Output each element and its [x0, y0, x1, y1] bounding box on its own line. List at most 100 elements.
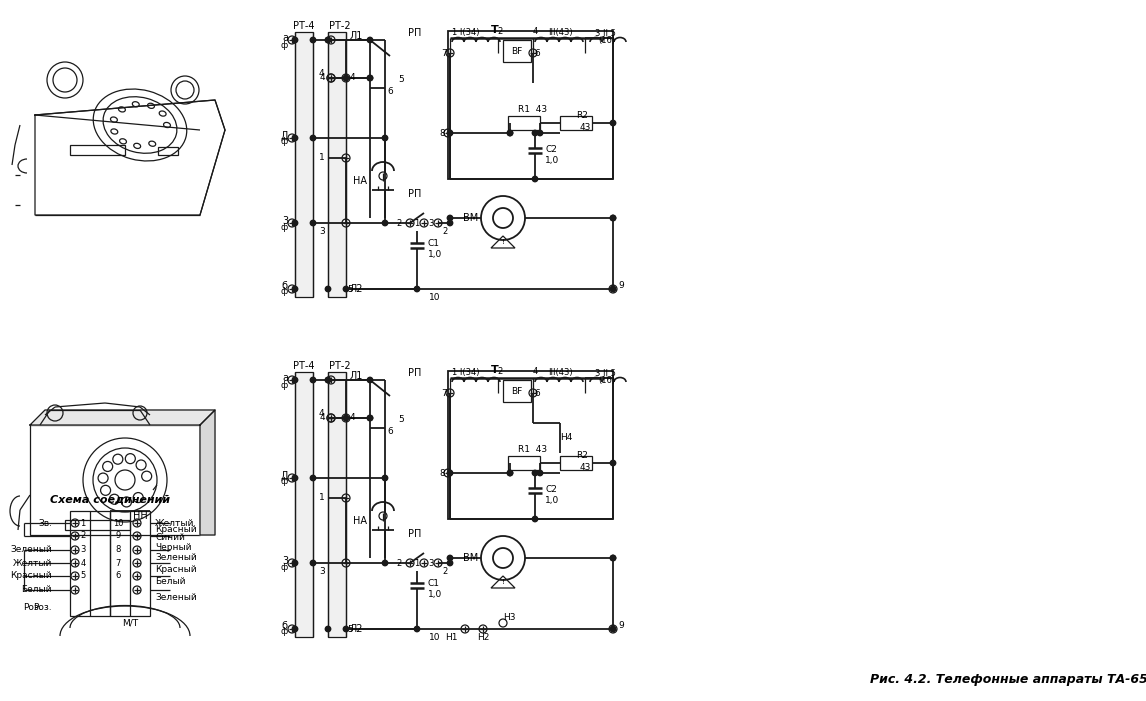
Text: 6: 6: [534, 48, 540, 57]
Circle shape: [508, 470, 512, 475]
Text: 6: 6: [534, 388, 540, 397]
Text: III(43): III(43): [548, 29, 573, 37]
Circle shape: [533, 517, 537, 522]
Text: 3: 3: [429, 219, 433, 228]
Circle shape: [447, 130, 453, 135]
Text: 3 II 5: 3 II 5: [595, 29, 615, 37]
Text: 1 I(34): 1 I(34): [452, 369, 479, 378]
Text: 4: 4: [320, 74, 325, 83]
Circle shape: [368, 37, 372, 43]
Text: Н4: Н4: [560, 433, 572, 442]
Circle shape: [415, 627, 419, 632]
Circle shape: [383, 221, 387, 226]
Circle shape: [508, 470, 512, 475]
Circle shape: [368, 76, 372, 81]
Circle shape: [292, 475, 298, 480]
Text: Красный: Красный: [155, 526, 197, 534]
Circle shape: [533, 177, 537, 182]
Circle shape: [611, 627, 615, 632]
Text: 1 I(34): 1 I(34): [452, 29, 479, 37]
Text: Черный: Черный: [155, 543, 191, 552]
Text: 7: 7: [441, 48, 447, 57]
Text: Синий: Синий: [155, 533, 185, 543]
Bar: [328, 372, 346, 637]
Circle shape: [447, 555, 453, 561]
Text: ф: ф: [281, 381, 288, 390]
Bar: [508, 116, 540, 130]
Circle shape: [447, 215, 453, 221]
Bar: [560, 116, 592, 130]
Circle shape: [368, 378, 372, 383]
Circle shape: [611, 287, 615, 292]
Text: 5: 5: [398, 76, 403, 85]
Text: Н3: Н3: [503, 613, 516, 622]
Bar: [110, 511, 150, 616]
Text: C2: C2: [545, 146, 557, 154]
Polygon shape: [201, 410, 215, 535]
Circle shape: [344, 627, 348, 632]
Circle shape: [447, 221, 453, 226]
Text: 1,0: 1,0: [427, 590, 442, 599]
Text: 6: 6: [387, 428, 393, 437]
Circle shape: [325, 627, 330, 632]
Text: 8: 8: [439, 128, 445, 137]
Bar: [448, 371, 613, 519]
Text: 1,0: 1,0: [545, 496, 559, 505]
Text: 6: 6: [116, 571, 120, 580]
Text: ВМ: ВМ: [463, 553, 478, 563]
Text: R1  43: R1 43: [518, 446, 547, 454]
Text: Д: Д: [281, 131, 288, 141]
Circle shape: [368, 76, 372, 81]
Circle shape: [325, 37, 330, 43]
Text: Л2: Л2: [350, 284, 363, 294]
Bar: [158, 147, 178, 155]
Text: 4: 4: [80, 559, 86, 568]
Text: 43: 43: [580, 123, 591, 132]
Text: 9: 9: [618, 282, 623, 290]
Text: НА: НА: [353, 516, 367, 526]
Circle shape: [383, 561, 387, 566]
Circle shape: [383, 475, 387, 480]
Text: 1: 1: [80, 519, 86, 527]
Text: 1: 1: [320, 494, 325, 503]
Text: !: !: [502, 579, 504, 585]
Text: ф: ф: [281, 477, 288, 486]
Circle shape: [311, 37, 315, 43]
Circle shape: [311, 378, 315, 383]
Text: РТ-4: РТ-4: [293, 21, 315, 31]
Circle shape: [292, 221, 298, 226]
Text: !: !: [502, 239, 504, 245]
Text: 7: 7: [441, 388, 447, 397]
Text: Зеленый: Зеленый: [155, 594, 197, 602]
Text: 3: 3: [320, 568, 325, 576]
Circle shape: [383, 135, 387, 140]
Circle shape: [537, 470, 542, 475]
Circle shape: [447, 470, 453, 475]
Text: C1: C1: [427, 240, 440, 248]
Circle shape: [325, 378, 330, 383]
Text: Зв.: Зв.: [38, 519, 52, 527]
Circle shape: [415, 287, 419, 292]
Bar: [30, 425, 201, 535]
Text: 2: 2: [397, 219, 402, 228]
Text: Л2: Л2: [350, 624, 363, 634]
Circle shape: [611, 215, 615, 221]
Text: 3: 3: [282, 216, 288, 226]
Text: Н2: Н2: [477, 634, 489, 643]
Circle shape: [611, 461, 615, 465]
Text: РТ-2: РТ-2: [329, 361, 351, 371]
Text: РП: РП: [408, 189, 422, 199]
Circle shape: [311, 475, 315, 480]
Circle shape: [311, 221, 315, 226]
Circle shape: [611, 555, 615, 561]
Circle shape: [447, 561, 453, 566]
Circle shape: [611, 555, 615, 561]
Bar: [560, 456, 592, 470]
Text: Роз.: Роз.: [33, 604, 52, 613]
Text: Роз.: Роз.: [23, 604, 42, 613]
Text: ф: ф: [281, 222, 288, 231]
Bar: [295, 32, 313, 297]
Text: М/Т: М/Т: [121, 618, 138, 627]
Text: 10: 10: [430, 634, 441, 643]
Text: РП: РП: [408, 28, 422, 38]
